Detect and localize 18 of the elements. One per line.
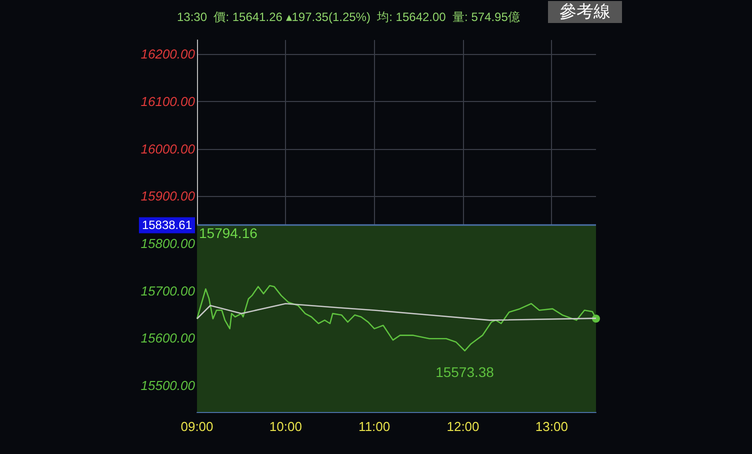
y-tick-label: 16100.00 bbox=[140, 94, 196, 110]
x-tick-label: 13:00 bbox=[535, 419, 568, 434]
annotation: 15573.38 bbox=[436, 364, 494, 380]
y-tick-label: 15900.00 bbox=[140, 188, 196, 204]
y-tick-label: 15500.00 bbox=[140, 378, 196, 393]
y-tick-label: 15700.00 bbox=[140, 283, 196, 298]
y-tick-label: 15600.00 bbox=[140, 330, 196, 346]
chart-title: 13:30 價: 15641.26 ▴197.35(1.25%) 均: 15642.00 量: 574.95億 bbox=[177, 10, 520, 24]
y-tick-label: 16200.00 bbox=[140, 46, 196, 62]
x-tick-label: 09:00 bbox=[180, 419, 214, 434]
x-tick-label: 10:00 bbox=[269, 419, 302, 434]
y-tick-label: 16000.00 bbox=[140, 141, 196, 156]
x-tick-label: 11:00 bbox=[358, 419, 390, 434]
text: 參考線 bbox=[560, 2, 610, 22]
x-tick-label: 12:00 bbox=[446, 419, 480, 434]
ref-line-label: 15838.61 bbox=[142, 218, 192, 232]
annotation: 15794.16 bbox=[199, 225, 258, 241]
y-tick-label: 15800.00 bbox=[140, 236, 196, 252]
